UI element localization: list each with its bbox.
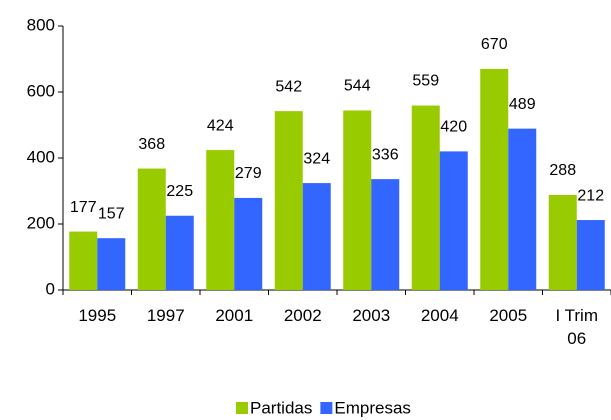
x-tick-label: I Trim 06 xyxy=(555,306,599,348)
y-tick-label: 800 xyxy=(27,15,55,34)
bar xyxy=(371,179,400,290)
value-label: 559 xyxy=(412,73,439,90)
bar xyxy=(165,215,194,290)
value-label: 368 xyxy=(138,136,165,153)
bar xyxy=(206,150,235,290)
bar xyxy=(343,110,372,290)
legend-swatch xyxy=(320,402,333,414)
legend-label: Empresas xyxy=(334,398,411,417)
legend-label: Partidas xyxy=(250,398,312,417)
value-label: 336 xyxy=(372,146,399,163)
x-tick-label: 2005 xyxy=(489,306,528,325)
bar xyxy=(508,128,537,290)
y-tick-label: 600 xyxy=(27,81,55,100)
bar xyxy=(411,105,440,290)
x-tick-label: 2002 xyxy=(283,306,322,325)
bar xyxy=(97,238,126,290)
bar xyxy=(576,220,605,290)
x-tick-label: 2004 xyxy=(420,306,459,325)
value-label: 420 xyxy=(440,119,467,136)
bar xyxy=(548,194,577,290)
value-label: 324 xyxy=(303,150,330,167)
x-tick-label: 1995 xyxy=(78,306,117,325)
bar xyxy=(234,197,263,290)
bar xyxy=(69,231,98,290)
bar xyxy=(480,68,509,291)
value-label: 225 xyxy=(166,183,193,200)
value-label: 177 xyxy=(70,199,97,216)
value-label: 542 xyxy=(275,78,302,95)
y-tick-label: 0 xyxy=(46,279,55,298)
value-label: 544 xyxy=(344,78,371,95)
y-tick-label: 400 xyxy=(27,147,55,166)
value-label: 212 xyxy=(577,187,604,204)
value-label: 424 xyxy=(207,117,234,134)
legend-swatch xyxy=(236,402,248,414)
value-label: 288 xyxy=(549,162,576,179)
value-label: 670 xyxy=(481,36,508,53)
x-tick-label: 2003 xyxy=(352,306,391,325)
value-label: 489 xyxy=(509,96,536,113)
bar xyxy=(302,183,331,290)
value-label: 157 xyxy=(98,205,125,222)
bar xyxy=(274,111,303,290)
x-tick-label: 2001 xyxy=(215,306,254,325)
y-tick-label: 200 xyxy=(27,213,55,232)
bar xyxy=(439,151,468,290)
bar xyxy=(137,168,166,290)
value-label: 279 xyxy=(235,165,262,182)
x-tick-label: 1997 xyxy=(146,306,185,325)
